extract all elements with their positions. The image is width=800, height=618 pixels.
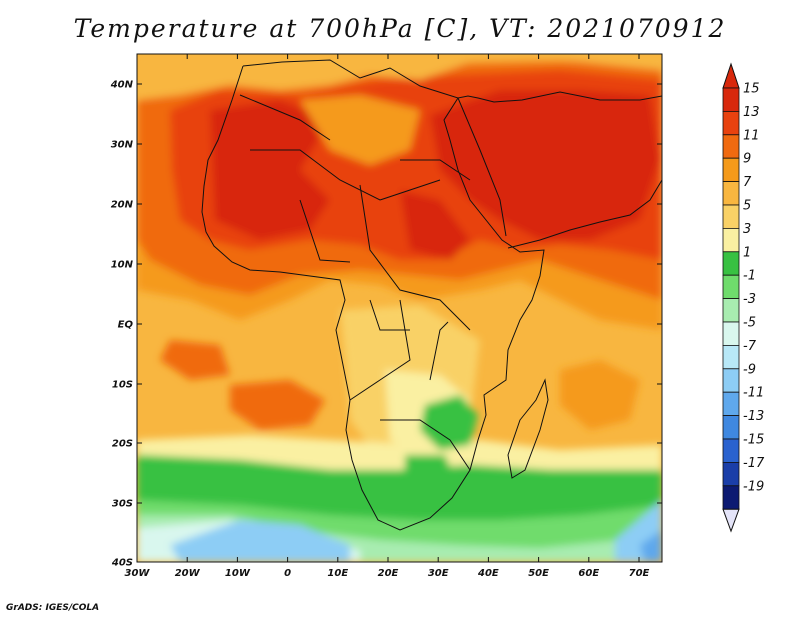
colorbar-label: -15 xyxy=(743,433,764,448)
colorbar-label: -19 xyxy=(743,479,764,494)
x-tick-label: 40E xyxy=(477,568,499,579)
y-tick-label: 40N xyxy=(110,80,134,91)
x-tick-label: 10E xyxy=(327,568,348,579)
colorbar-segment xyxy=(722,461,740,487)
colorbar-label: 3 xyxy=(743,222,751,237)
colorbar-label: -5 xyxy=(743,316,756,331)
colorbar-label: -9 xyxy=(743,362,756,377)
colorbar-segment xyxy=(722,485,740,510)
y-tick-label: 40S xyxy=(111,558,133,569)
y-tick-label: 10N xyxy=(111,260,134,271)
colorbar-segment xyxy=(722,87,740,112)
colorbar-label: 5 xyxy=(743,199,751,214)
colorbar-label: -17 xyxy=(743,456,765,471)
colorbar-segment xyxy=(722,111,740,136)
x-tick-label: 20E xyxy=(378,568,399,579)
colorbar-segment xyxy=(722,321,740,346)
colorbar-segment xyxy=(722,181,740,206)
x-tick-label: 0 xyxy=(284,568,291,579)
colorbar-label: 1 xyxy=(743,245,751,260)
contour-15C xyxy=(210,100,330,240)
y-tick-label: 30S xyxy=(112,499,133,510)
colorbar-segment xyxy=(722,438,740,463)
colorbar-label: -11 xyxy=(743,386,764,401)
colorbar-segment xyxy=(722,368,740,393)
x-tick-label: 10W xyxy=(225,568,251,579)
colorbar-label: -3 xyxy=(743,292,756,307)
colorbar-segment xyxy=(722,227,740,253)
colorbar-segment xyxy=(722,157,740,182)
colorbar-top-arrow xyxy=(722,62,740,89)
x-tick-label: 50E xyxy=(528,568,549,579)
colorbar-label: 11 xyxy=(743,128,760,143)
colorbar-label: 9 xyxy=(743,152,751,167)
y-tick-label: 10S xyxy=(112,380,133,391)
colorbar-label: 7 xyxy=(743,175,752,190)
colorbar-bottom-arrow xyxy=(722,508,740,533)
colorbar-segment xyxy=(722,298,740,323)
colorbar-segment xyxy=(722,415,740,440)
y-tick-label: EQ xyxy=(118,320,134,331)
colorbar xyxy=(722,62,740,533)
colorbar-label: -13 xyxy=(743,409,764,424)
colorbar-label: 15 xyxy=(743,82,760,97)
temperature-field xyxy=(137,54,662,562)
colorbar-label: 13 xyxy=(743,105,760,120)
colorbar-segment xyxy=(722,204,740,229)
colorbar-segment xyxy=(722,391,740,417)
colorbar-segment xyxy=(722,134,740,159)
y-tick-label: 30N xyxy=(111,140,134,151)
x-tick-label: 30E xyxy=(428,568,449,579)
y-tick-label: 20N xyxy=(111,200,134,211)
x-tick-label: 70E xyxy=(629,568,650,579)
colorbar-segment xyxy=(722,344,740,370)
colorbar-label: -7 xyxy=(743,339,757,354)
x-tick-label: 30W xyxy=(125,568,151,579)
colorbar-segment xyxy=(722,251,740,276)
coastlines xyxy=(201,59,662,531)
x-tick-label: 20W xyxy=(175,568,201,579)
colorbar-segment xyxy=(722,274,740,300)
y-tick-label: 20S xyxy=(112,439,133,450)
x-tick-label: 60E xyxy=(578,568,599,579)
map-frame xyxy=(136,53,663,563)
grads-credit: GrADS: IGES/COLA xyxy=(6,603,100,613)
colorbar-label: -1 xyxy=(743,269,756,284)
map-title: Temperature at 700hPa [C], VT: 202107091… xyxy=(73,14,727,43)
